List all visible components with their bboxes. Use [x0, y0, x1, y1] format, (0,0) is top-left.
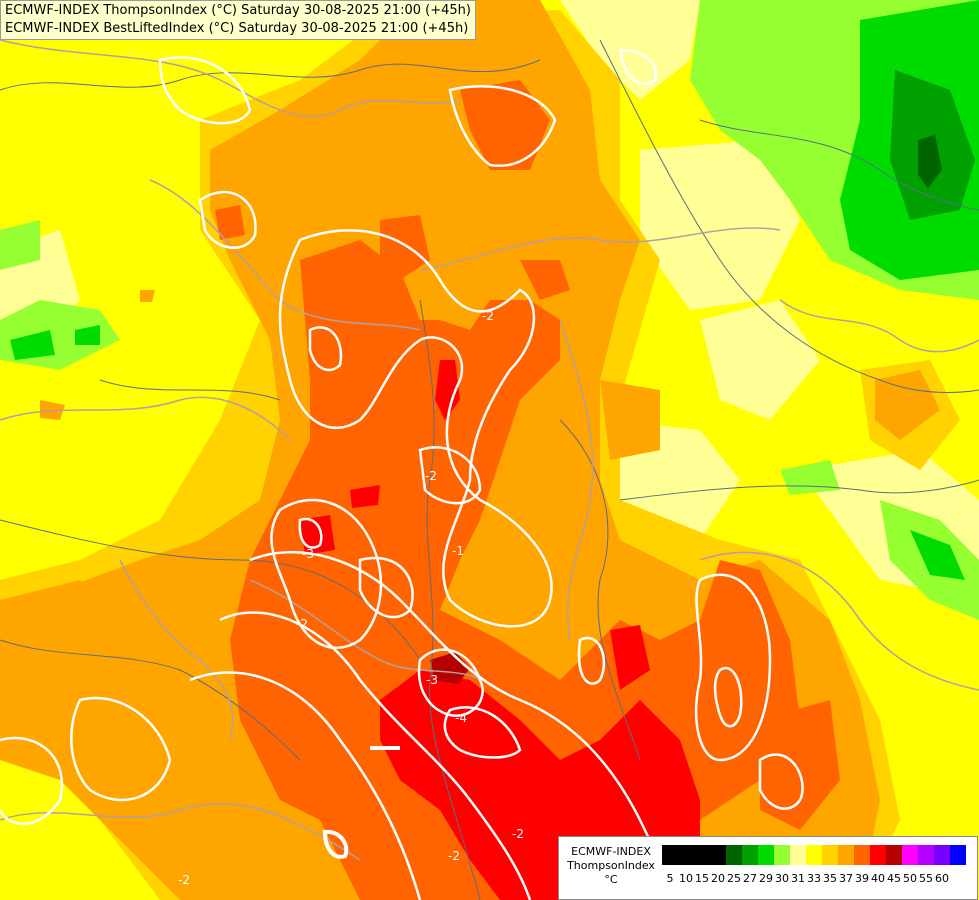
contour-label: -2 [296, 617, 308, 631]
legend-swatch [790, 845, 806, 865]
legend-swatch [870, 845, 886, 865]
legend-tick-label: 29 [759, 872, 773, 885]
legend-swatch [710, 845, 726, 865]
legend-swatch [886, 845, 902, 865]
contour-label: -2 [448, 849, 460, 863]
legend-tick-label: 30 [775, 872, 789, 885]
contour-label: -3 [426, 673, 438, 687]
legend-tick-label: 31 [791, 872, 805, 885]
legend-tick-label: 60 [935, 872, 949, 885]
contour-label: -3 [302, 547, 314, 561]
legend-tick-label: 55 [919, 872, 933, 885]
legend-swatch [918, 845, 934, 865]
legend-swatch [838, 845, 854, 865]
contour-label: -2 [512, 827, 524, 841]
legend-tick-label: 45 [887, 872, 901, 885]
field-25 [918, 135, 942, 188]
legend-tick-label: 35 [823, 872, 837, 885]
legend-swatch [902, 845, 918, 865]
legend-title: ECMWF-INDEX ThompsonIndex °C [561, 845, 661, 887]
contour-label: -1 [452, 544, 464, 558]
legend-tick-label: 37 [839, 872, 853, 885]
legend-tick-label: 40 [871, 872, 885, 885]
legend-swatch [774, 845, 790, 865]
legend-swatch [694, 845, 710, 865]
rivers [0, 39, 979, 900]
legend-tick-label: 50 [903, 872, 917, 885]
contour-label: -2 [482, 309, 494, 323]
legend-swatch [742, 845, 758, 865]
legend-swatch [678, 845, 694, 865]
legend-swatch [950, 845, 966, 865]
legend-swatch [662, 845, 678, 865]
legend-unit: °C [604, 873, 618, 886]
legend-tick-label: 33 [807, 872, 821, 885]
legend-tick-label: 5 [666, 872, 674, 885]
contour-label: -4 [455, 711, 467, 725]
legend-tick-label: 25 [727, 872, 741, 885]
lifted-index-contours [0, 48, 804, 900]
lifted-index-contour-strong [322, 746, 400, 859]
legend-parameter: ThompsonIndex [567, 859, 655, 872]
legend-swatches [662, 845, 966, 865]
title-line-lifted: ECMWF-INDEX BestLiftedIndex (°C) Saturda… [5, 21, 469, 36]
legend-swatch [726, 845, 742, 865]
legend-swatch [758, 845, 774, 865]
contour-label: -2 [425, 469, 437, 483]
legend-tick-label: 10 [679, 872, 693, 885]
legend-tick-label: 20 [711, 872, 725, 885]
color-legend: ECMWF-INDEX ThompsonIndex °C 5 10 15 20 25 27… [558, 836, 978, 900]
legend-tick-label: 27 [743, 872, 757, 885]
legend-swatch [934, 845, 950, 865]
legend-swatch [806, 845, 822, 865]
legend-ticks: 5 10 15 20 25 27 29 30 31 33 35 37 39 40 45 50 55 60 [662, 872, 966, 885]
map-title: ECMWF-INDEX ThompsonIndex (°C) Saturday … [0, 0, 476, 40]
country-borders [0, 39, 979, 861]
legend-tick-label: 39 [855, 872, 869, 885]
title-line-thompson: ECMWF-INDEX ThompsonIndex (°C) Saturday … [5, 3, 471, 18]
contour-labels: -2 -2 -2 -2 -1 -3 -4 -2 -2 -3 [178, 309, 524, 887]
legend-tick-label: 15 [695, 872, 709, 885]
contour-label: -2 [178, 873, 190, 887]
legend-swatch [854, 845, 870, 865]
legend-tick-label [950, 872, 966, 885]
legend-swatch [822, 845, 838, 865]
legend-model: ECMWF-INDEX [571, 845, 651, 858]
